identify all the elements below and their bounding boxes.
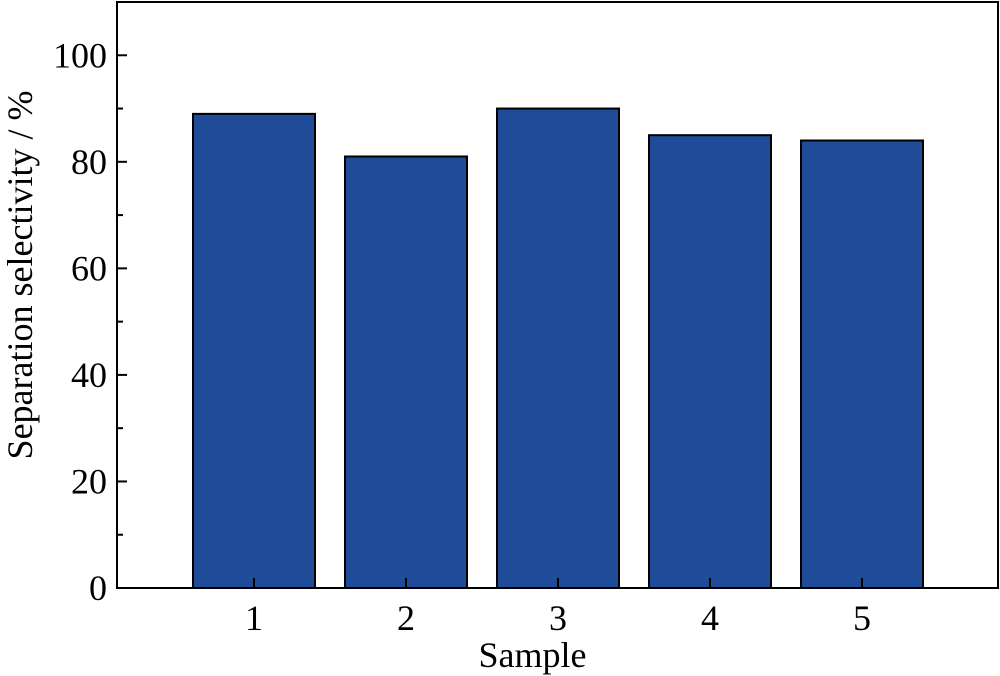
- y-tick-label: 60: [71, 248, 107, 288]
- y-axis-title: Separation selectivity / %: [0, 91, 40, 460]
- y-tick-label: 80: [71, 142, 107, 182]
- x-axis: 1 2 3 4 5: [245, 578, 871, 638]
- x-tick-label: 4: [701, 598, 719, 638]
- x-axis-title: Sample: [479, 635, 587, 675]
- y-tick-label: 100: [53, 35, 107, 75]
- y-tick-label: 40: [71, 355, 107, 395]
- x-tick-label: 1: [245, 598, 263, 638]
- y-axis: 0 20 40 60 80 100: [53, 35, 127, 608]
- plot-frame: [116, 1, 999, 589]
- bar-sample-2: [344, 155, 468, 589]
- bar-sample-5: [800, 139, 924, 589]
- bar-sample-4: [648, 134, 772, 589]
- x-tick-label: 5: [853, 598, 871, 638]
- x-tick-label: 2: [397, 598, 415, 638]
- bar-sample-1: [192, 112, 316, 589]
- y-tick-label: 0: [89, 568, 107, 608]
- x-tick-label: 3: [549, 598, 567, 638]
- bars-group: [192, 107, 924, 590]
- bar-sample-3: [496, 107, 620, 590]
- y-tick-label: 20: [71, 461, 107, 501]
